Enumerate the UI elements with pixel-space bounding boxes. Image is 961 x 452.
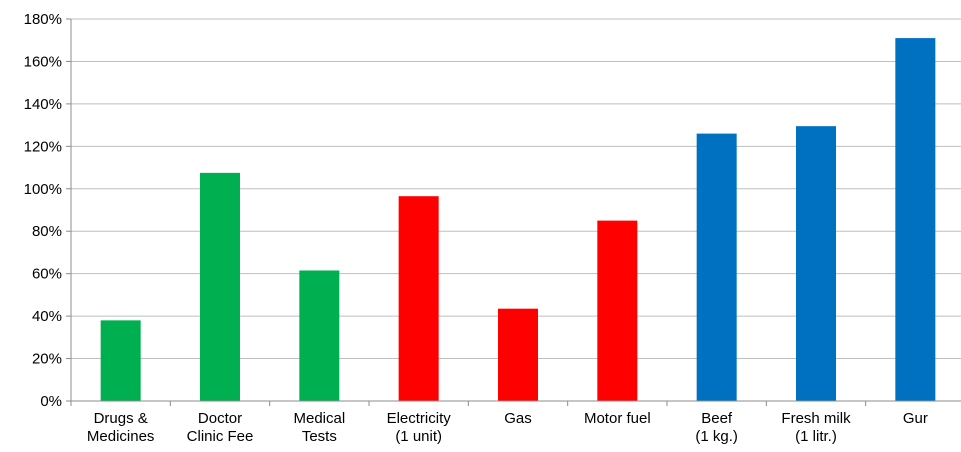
bar — [696, 133, 737, 401]
x-tick-label-line: (1 unit) — [395, 428, 442, 445]
x-tick-label: Beef (1 kg.) — [695, 410, 738, 445]
x-tick-label: Medical Tests — [293, 410, 345, 445]
x-tick-label-line: Drugs & — [94, 410, 148, 427]
x-tick-label: Electricity (1 unit) — [387, 410, 452, 445]
y-tick-label: 40% — [32, 308, 62, 325]
bar — [498, 308, 538, 401]
bar — [796, 126, 836, 401]
y-tick-label: 180% — [24, 11, 62, 28]
y-tick-label: 0% — [40, 393, 62, 410]
x-tick-label-line: Gur — [903, 410, 928, 427]
x-tick-label-line: Tests — [302, 428, 337, 445]
x-tick-label: Motor fuel — [584, 410, 651, 427]
x-tick-label-line: Medicines — [87, 428, 155, 445]
bar — [100, 320, 141, 401]
y-tick-label: 160% — [24, 53, 62, 70]
x-tick-label-line: Fresh milk — [781, 410, 851, 427]
bar — [398, 196, 439, 401]
x-tick-label: Gas — [504, 410, 532, 427]
y-tick-label: 60% — [32, 266, 62, 283]
x-tick-label-line: Beef — [701, 410, 733, 427]
bar — [895, 38, 936, 401]
x-tick-label-line: (1 kg.) — [695, 428, 738, 445]
y-tick-label: 140% — [24, 96, 62, 113]
x-tick-label-line: Motor fuel — [584, 410, 651, 427]
y-tick-label: 80% — [32, 223, 62, 240]
x-tick-label-line: Medical — [293, 410, 345, 427]
y-tick-label: 120% — [24, 138, 62, 155]
bar — [200, 172, 240, 401]
bar — [597, 220, 638, 401]
axes — [66, 18, 961, 406]
x-tick-label: Gur — [903, 410, 928, 427]
x-tick-label-line: Electricity — [387, 410, 452, 427]
x-tick-label: Drugs & Medicines — [87, 410, 155, 445]
bars — [100, 38, 936, 401]
x-tick-label: Doctor Clinic Fee — [187, 410, 254, 445]
x-tick-label: Fresh milk (1 litr.) — [781, 410, 851, 445]
tick-labels: 0% 20% 40% 60% 80% 100% 120% 140% 160% 180% Drugs … — [24, 11, 928, 445]
x-tick-label-line: Clinic Fee — [187, 428, 254, 445]
x-tick-label-line: (1 litr.) — [795, 428, 837, 445]
y-tick-label: 100% — [24, 181, 62, 198]
y-tick-label: 20% — [32, 351, 62, 368]
x-tick-label-line: Gas — [504, 410, 532, 427]
x-tick-label-line: Doctor — [198, 410, 242, 427]
bar — [299, 270, 340, 401]
